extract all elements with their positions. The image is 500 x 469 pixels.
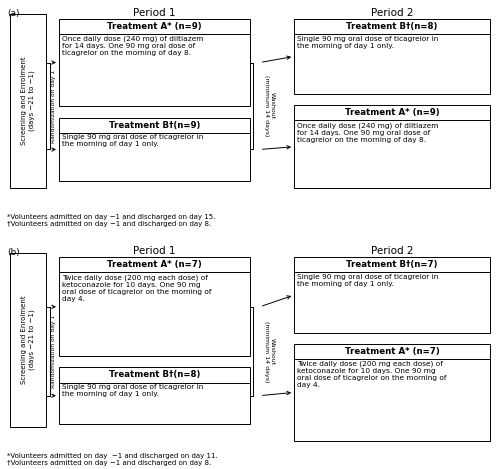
Text: Twice daily dose (200 mg each dose) of
ketoconazole for 10 days. One 90 mg
oral : Twice daily dose (200 mg each dose) of k… [297,361,446,388]
Bar [59,118,250,182]
Text: Randomization on day 1: Randomization on day 1 [50,69,56,143]
Text: †Volunteers admitted on day −1 and discharged on day 8.: †Volunteers admitted on day −1 and disch… [7,221,211,227]
Text: Treatment A* (n=7): Treatment A* (n=7) [107,260,202,270]
Text: Single 90 mg oral dose of ticagrelor in
the morning of day 1 only.: Single 90 mg oral dose of ticagrelor in … [297,36,438,49]
Text: Randomization on day 1: Randomization on day 1 [50,315,56,388]
Text: Twice daily dose (200 mg each dose) of
ketoconazole for 10 days. One 90 mg
oral : Twice daily dose (200 mg each dose) of k… [62,274,212,302]
Text: Period 2: Period 2 [371,8,414,17]
Text: Treatment A* (n=7): Treatment A* (n=7) [344,347,440,356]
Text: Treatment B†(n=9): Treatment B†(n=9) [109,121,200,129]
Text: Period 2: Period 2 [371,246,414,256]
Text: Treatment B†(n=7): Treatment B†(n=7) [346,260,438,270]
Text: *Volunteers admitted on day −1 and discharged on day 15.: *Volunteers admitted on day −1 and disch… [7,214,216,220]
Text: Washout
(minimum 14 days): Washout (minimum 14 days) [264,320,275,382]
Text: Treatment A* (n=9): Treatment A* (n=9) [345,108,440,117]
Text: Treatment B†(n=8): Treatment B†(n=8) [109,371,200,379]
Bar [59,257,250,356]
Bar [294,106,490,188]
Text: Once daily dose (240 mg) of diltiazem
for 14 days. One 90 mg oral dose of
ticagr: Once daily dose (240 mg) of diltiazem fo… [62,36,204,56]
Text: Treatment B†(n=8): Treatment B†(n=8) [346,22,438,31]
Bar [294,257,490,333]
Text: Once daily dose (240 mg) of diltiazem
for 14 days. One 90 mg oral dose of
ticagr: Once daily dose (240 mg) of diltiazem fo… [297,122,438,143]
Text: Washout
(minimum 14 days): Washout (minimum 14 days) [264,76,275,136]
Bar [59,367,250,424]
Text: Period 1: Period 1 [133,246,176,256]
Bar [294,19,490,94]
Text: Single 90 mg oral dose of ticagrelor in
the morning of day 1 only.: Single 90 mg oral dose of ticagrelor in … [62,135,203,147]
Text: (a): (a) [7,9,20,18]
Bar [10,14,46,188]
Text: (b): (b) [7,248,20,257]
Text: *Volunteers admitted on day  −1 and discharged on day 11.: *Volunteers admitted on day −1 and disch… [7,453,218,459]
Bar [294,344,490,441]
Text: Treatment A* (n=9): Treatment A* (n=9) [107,22,202,31]
Text: Single 90 mg oral dose of ticagrelor in
the morning of day 1 only.: Single 90 mg oral dose of ticagrelor in … [62,385,203,397]
Bar [10,253,46,427]
Text: †Volunteers admitted on day −1 and discharged on day 8.: †Volunteers admitted on day −1 and disch… [7,460,211,466]
Text: Period 1: Period 1 [133,8,176,17]
Text: Single 90 mg oral dose of ticagrelor in
the morning of day 1 only.: Single 90 mg oral dose of ticagrelor in … [297,274,438,287]
Text: Screening and Enrolment
(days −21 to −1): Screening and Enrolment (days −21 to −1) [22,57,35,145]
Bar [59,19,250,106]
Text: Screening and Enrolment
(days −21 to −1): Screening and Enrolment (days −21 to −1) [22,295,35,384]
